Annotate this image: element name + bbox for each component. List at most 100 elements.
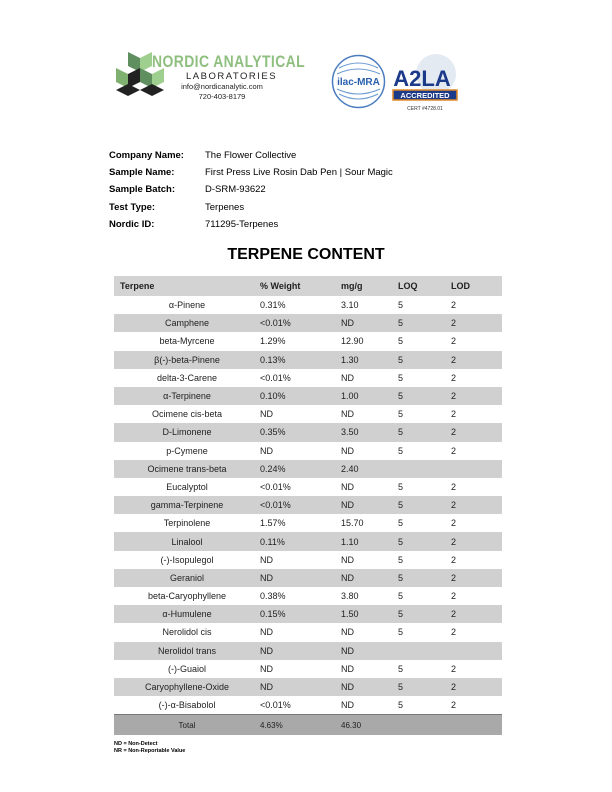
table-cell: 2 [451,409,457,420]
table-cell: 2 [451,300,457,311]
table-row: D-Limonene 0.35% 3.50 5 2 [114,423,502,442]
table-cell: Terpinolene [163,518,211,529]
table-cell: 2 [451,518,457,529]
a2la-logo-icon: A2LA ACCREDITED CERT #4728.01 [392,54,458,112]
table-cell: 5 [398,386,451,406]
table-cell: 5 [398,677,451,697]
table-cell: delta-3-Carene [156,372,218,383]
table-cell: Eucalyptol [166,481,208,492]
table-cell: (-)-Guaiol [167,663,206,674]
cert-text: CERT #4728.01 [407,106,443,112]
table-cell: 2 [451,568,502,587]
table-cell: 2 [451,481,457,492]
info-row: Nordic ID: 711295-Terpenes [109,219,393,236]
table-cell: 1.00 [341,386,398,406]
contact-info: info@nordicanalytic.com 720-403-8179 [172,82,272,102]
table-cell: Linalool [114,532,260,551]
table-cell: 0.35% [260,423,341,442]
table-cell: ND [260,663,273,674]
column-header: mg/g [341,276,398,296]
table-row: Caryophyllene-Oxide ND ND 5 2 [114,677,502,697]
table-cell: Nerolidol cis [162,627,212,638]
info-label: Company Name: [109,150,184,161]
table-row: Eucalyptol <0.01% ND 5 2 [114,478,502,496]
info-label: Nordic ID: [109,218,155,230]
table-cell: 5 [398,300,404,311]
table-row: (-)-α-Bisabolol <0.01% ND 5 2 [114,696,502,715]
table-cell: ND [341,496,398,515]
table-cell: ND [260,554,273,565]
table-cell: 5 [398,372,404,383]
table-cell: 2 [451,700,457,711]
ilac-mra-logo-icon: ilac-MRA [331,54,386,109]
table-cell: ND [341,445,354,456]
table-row: Nerolidol trans ND ND [114,641,502,660]
table-cell: 2 [451,532,502,551]
table-cell: ND [260,641,341,660]
table-cell: Ocimene trans-beta [114,459,260,478]
table-cell: Caryophyllene-Oxide [114,677,260,697]
column-header: Terpene [114,276,260,296]
table-cell: 5 [398,700,404,711]
table-row: beta-Caryophyllene 0.38% 3.80 5 2 [114,587,502,605]
info-value: 711295-Terpenes [205,218,279,230]
table-cell: 12.90 [341,336,364,347]
table-cell: p-Cymene [166,445,208,456]
table-cell: ND [341,627,354,638]
table-row: p-Cymene ND ND 5 2 [114,442,502,460]
table-cell: 5 [398,591,404,602]
table-cell: ND [341,554,354,565]
table-row: α-Humulene 0.15% 1.50 5 2 [114,605,502,624]
table-cell: β(-)-beta-Pinene [114,350,260,369]
column-header: % Weight [260,276,341,296]
table-cell: 1.57% [260,518,286,529]
table-cell: beta-Myrcene [159,336,215,347]
table-cell: (-)-Isopulegol [160,554,214,565]
table-header: Terpene% Weight mg/g LOQ LOD [114,276,502,296]
table-cell: ND [260,677,341,697]
table-cell: ND [341,641,398,660]
table-cell: 5 [398,518,404,529]
info-label: Sample Batch: [109,184,175,196]
table-cell: 5 [398,663,404,674]
brand-subtitle: LABORATORIES [186,71,278,82]
table-cell: 2 [451,496,502,515]
table-cell: 2 [451,677,502,697]
table-row: α-Pinene 0.31% 3.10 5 2 [114,296,502,314]
table-cell: 2 [451,591,457,602]
info-row: Sample Batch: D-SRM-93622 [109,184,393,201]
table-cell: <0.01% [260,372,291,383]
table-cell: 5 [398,532,451,551]
info-row: Company Name: The Flower Collective [109,150,393,167]
table-cell: 0.10% [260,386,341,406]
table-cell: <0.01% [260,481,291,492]
info-label: Sample Name: [109,167,175,179]
terpene-table: Terpene% Weight mg/g LOQ LOD α-Pinene 0.31% 3… [114,276,502,736]
table-cell: gamma-Terpinene [114,496,260,515]
table-cell: 0.13% [260,350,341,369]
table-row: Linalool 0.11% 1.10 5 2 [114,532,502,551]
table-cell: 2 [451,314,502,333]
table-row: (-)-Isopulegol ND ND 5 2 [114,551,502,569]
table-cell: ND [341,314,398,333]
table-cell: ND [260,627,273,638]
table-cell: α-Terpinene [114,386,260,406]
table-row: α-Terpinene 0.10% 1.00 5 2 [114,386,502,406]
table-cell [398,641,451,660]
table-cell: 1.10 [341,532,398,551]
table-cell: 2 [451,350,502,369]
table-cell: 2 [451,336,457,347]
total-cell [398,714,451,736]
table-cell: Nerolidol trans [114,641,260,660]
table-cell: ND [341,677,398,697]
contact-phone: 720-403-8179 [198,92,246,101]
table-cell: 2 [451,423,502,442]
total-cell [451,714,502,736]
table-row: beta-Myrcene 1.29% 12.90 5 2 [114,332,502,350]
nordic-logo-icon [116,52,164,96]
notes: ND = Non-Detect NR = Non-Reportable Valu… [114,741,185,754]
table-cell: ND [341,409,354,420]
table-cell: 0.11% [260,532,341,551]
table-cell: 2 [451,372,457,383]
info-value: The Flower Collective [205,150,297,161]
